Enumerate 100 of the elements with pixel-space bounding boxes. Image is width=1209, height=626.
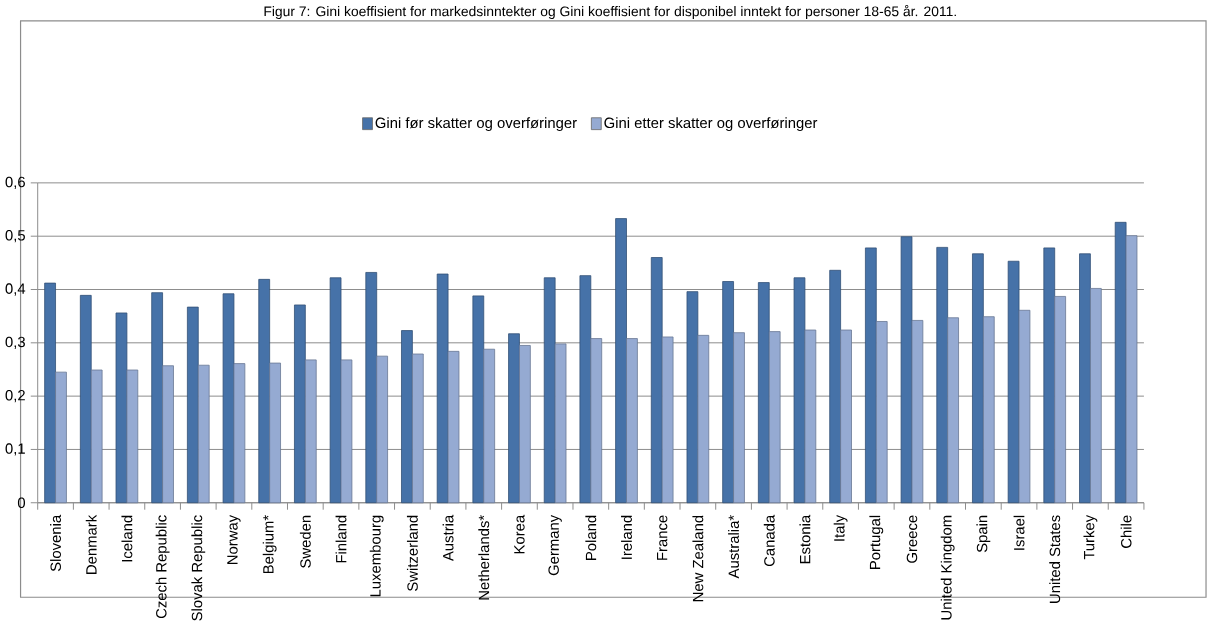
bar xyxy=(875,320,888,504)
bar xyxy=(376,355,388,504)
bar xyxy=(1054,295,1067,504)
bar xyxy=(579,275,592,504)
bar xyxy=(79,294,92,504)
bar xyxy=(768,331,781,504)
bar xyxy=(757,282,770,504)
bar xyxy=(1043,247,1056,504)
bar xyxy=(472,295,485,504)
bar xyxy=(1125,235,1138,504)
bar xyxy=(197,364,210,504)
x-tick-label: Poland xyxy=(585,515,597,560)
x-tick-label: Luxembourg xyxy=(369,515,384,597)
x-tick-label: United Kingdom xyxy=(940,515,955,620)
x-tick-label: Turkey xyxy=(1083,514,1098,560)
bar xyxy=(829,269,842,504)
x-tick-label: Germany xyxy=(548,514,562,576)
bar xyxy=(222,293,235,504)
x-tick-label: Canada xyxy=(763,514,775,566)
x-tick-label: Italy xyxy=(833,514,848,541)
bar xyxy=(508,333,520,504)
bar xyxy=(947,317,959,504)
x-tick-label: United States xyxy=(1049,515,1061,603)
bar xyxy=(793,277,806,504)
x-tick-label: Portugal xyxy=(869,515,884,569)
bar xyxy=(411,353,424,504)
bar xyxy=(519,344,531,504)
bar xyxy=(626,338,638,504)
y-tick-label: 0,6 xyxy=(5,176,25,189)
x-tick-label: Spain xyxy=(976,515,991,553)
bar xyxy=(269,362,281,504)
bar xyxy=(661,336,674,504)
x-tick-label: Sweden xyxy=(299,515,311,568)
legend-label: Gini etter skatter og overføringer xyxy=(604,117,818,131)
bar xyxy=(258,278,271,504)
bar xyxy=(733,332,745,504)
legend-label: Gini før skatter og overføringer xyxy=(375,117,577,131)
x-tick-label: Korea xyxy=(514,514,525,554)
bar xyxy=(554,343,567,504)
bar xyxy=(401,330,413,504)
bar xyxy=(804,329,817,504)
bar xyxy=(911,319,924,504)
y-tick-label: 0,3 xyxy=(5,336,25,349)
x-tick-label: Greece xyxy=(906,515,918,563)
bar xyxy=(186,306,199,504)
bar xyxy=(126,369,139,504)
x-tick-label: Netherlands* xyxy=(478,514,490,600)
bar xyxy=(365,271,378,504)
bar xyxy=(447,350,460,504)
bar xyxy=(44,282,56,504)
bar xyxy=(483,348,496,504)
bar xyxy=(1018,309,1031,504)
bar xyxy=(865,247,877,504)
x-tick-label: Slovak Republic xyxy=(191,515,206,621)
bar xyxy=(936,246,949,504)
x-tick-label: Norway xyxy=(227,514,241,564)
y-tick-label: 0,5 xyxy=(5,229,25,243)
y-tick-label: 0,2 xyxy=(5,389,25,403)
bar xyxy=(543,277,556,504)
bar xyxy=(590,338,603,504)
x-tick-label: Finland xyxy=(335,515,347,563)
bar xyxy=(233,363,246,504)
bar xyxy=(436,273,449,504)
bar xyxy=(900,236,913,504)
bar xyxy=(1079,253,1091,504)
x-tick-label: Czech Republic xyxy=(155,515,170,618)
x-tick-label: Ireland xyxy=(621,515,632,559)
x-tick-label: Chile xyxy=(1120,515,1132,548)
y-tick-label: 0,4 xyxy=(5,283,26,296)
bar xyxy=(151,292,163,504)
chart-title: Figur 7: Gini koeffisient for markedsinntekter og Gini koeffisient for disponibel inntekt for personer 18-65 år. 2011. xyxy=(264,4,956,19)
bar xyxy=(304,359,317,504)
bar xyxy=(722,280,734,504)
bar xyxy=(697,334,710,504)
bar xyxy=(162,365,174,504)
x-tick-label: Slovenia xyxy=(50,514,61,571)
bar xyxy=(840,329,852,504)
x-tick-label: Belgium* xyxy=(262,514,277,573)
bar xyxy=(650,256,663,504)
x-tick-label: Austria xyxy=(442,514,454,561)
bar xyxy=(1090,287,1102,504)
bar xyxy=(615,218,627,504)
bar xyxy=(294,304,306,504)
x-tick-label: New Zealand xyxy=(692,515,704,602)
bar xyxy=(1007,260,1020,504)
bar xyxy=(90,369,103,504)
x-tick-label: Australia* xyxy=(728,514,739,579)
x-tick-label: Iceland xyxy=(121,515,133,562)
x-tick-label: Switzerland xyxy=(406,515,418,591)
bar xyxy=(115,312,128,504)
bar xyxy=(55,371,67,504)
bar xyxy=(982,316,995,504)
x-tick-label: Israel xyxy=(1013,515,1025,550)
x-tick-label: Denmark xyxy=(85,514,97,574)
x-tick-label: France xyxy=(657,515,668,560)
bar xyxy=(340,359,353,504)
y-tick-label: 0,1 xyxy=(5,443,25,456)
x-tick-label: Estonia xyxy=(799,514,811,564)
bar xyxy=(686,291,699,504)
bar xyxy=(972,253,984,504)
